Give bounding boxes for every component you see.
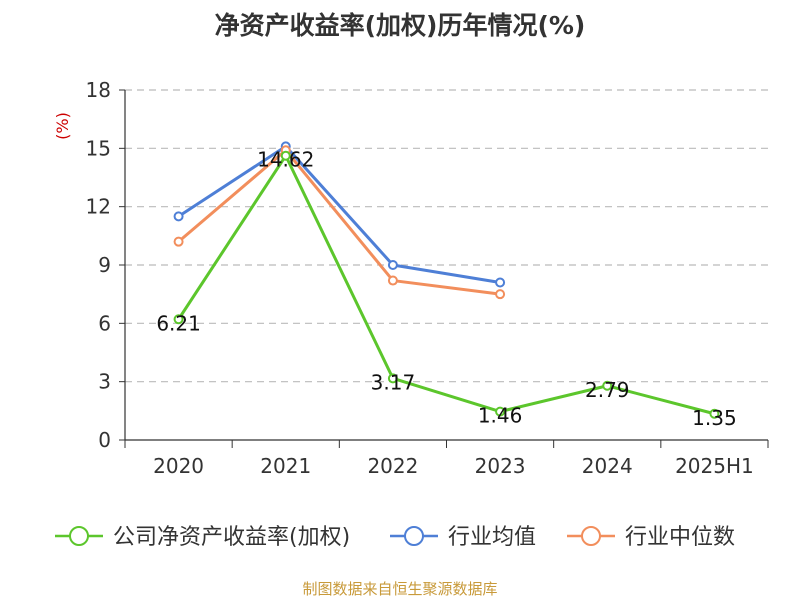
y-tick-label: 6 bbox=[98, 311, 111, 335]
data-point bbox=[602, 380, 613, 391]
data-point bbox=[387, 373, 398, 384]
series-lines bbox=[173, 141, 720, 419]
legend-swatch-marker bbox=[404, 526, 424, 546]
axes: 0 3 6 9 12 15 18 2020 2021 2022 2023 2024 2025H1 bbox=[86, 78, 769, 478]
source-note: 制图数据来自恒生聚源数据库 bbox=[302, 580, 497, 598]
x-tick-label: 2023 bbox=[475, 454, 526, 478]
data-point bbox=[709, 408, 720, 419]
y-tick-label: 0 bbox=[98, 428, 111, 452]
data-point bbox=[387, 275, 398, 286]
data-labels: 6.21 14.62 3.17 1.46 2.79 1.35 bbox=[156, 148, 736, 430]
data-label: 1.46 bbox=[478, 404, 523, 428]
series-line-2 bbox=[177, 148, 501, 296]
x-tick-label: 2021 bbox=[260, 454, 311, 478]
y-tick-label: 15 bbox=[86, 136, 111, 160]
data-label: 14.62 bbox=[257, 148, 314, 172]
series-line-1 bbox=[177, 144, 501, 284]
series-line-0 bbox=[177, 154, 715, 416]
x-tick-label: 2025H1 bbox=[675, 454, 754, 478]
chart-title: 净资产收益率(加权)历年情况(%) bbox=[215, 11, 586, 40]
x-tick-label: 2020 bbox=[153, 454, 204, 478]
data-point bbox=[173, 211, 184, 222]
legend-swatch-marker bbox=[69, 526, 89, 546]
data-point bbox=[495, 289, 506, 300]
y-tick-label: 18 bbox=[86, 78, 111, 102]
legend: 公司净资产收益率(加权) 行业均值 行业中位数 bbox=[55, 525, 735, 550]
data-label: 6.21 bbox=[156, 311, 201, 335]
data-point bbox=[173, 236, 184, 247]
legend-label: 行业中位数 bbox=[625, 525, 735, 550]
y-tick-label: 3 bbox=[98, 370, 111, 394]
legend-label: 行业均值 bbox=[448, 525, 536, 550]
data-point bbox=[280, 150, 291, 161]
data-label: 3.17 bbox=[371, 370, 416, 394]
grid-lines bbox=[125, 89, 768, 383]
data-label: 2.79 bbox=[585, 378, 630, 402]
data-point bbox=[495, 277, 506, 288]
data-point bbox=[173, 314, 184, 325]
y-axis-unit: (%) bbox=[53, 112, 72, 140]
legend-swatch-marker bbox=[581, 526, 601, 546]
x-tick-label: 2024 bbox=[582, 454, 633, 478]
data-label: 1.35 bbox=[692, 406, 737, 430]
data-point bbox=[495, 406, 506, 417]
x-tick-label: 2022 bbox=[367, 454, 418, 478]
legend-label: 公司净资产收益率(加权) bbox=[113, 525, 350, 550]
y-tick-label: 12 bbox=[86, 195, 111, 219]
y-tick-label: 9 bbox=[98, 253, 111, 277]
data-point bbox=[387, 260, 398, 270]
